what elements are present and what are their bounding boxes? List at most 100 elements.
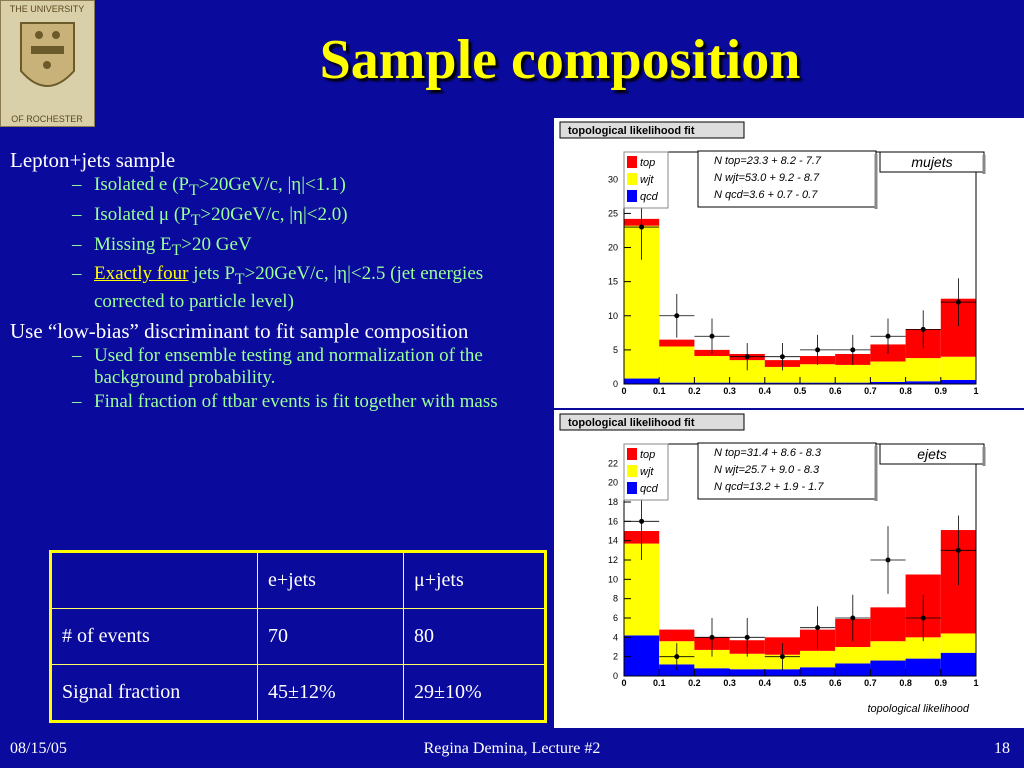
bar-qcd <box>905 381 941 384</box>
data-point <box>674 654 680 660</box>
y-tick-label: 18 <box>608 497 618 507</box>
x-tick-label: 0 <box>621 386 626 396</box>
bar-wjt <box>800 364 836 383</box>
data-point <box>815 347 821 353</box>
bar-qcd <box>729 382 765 384</box>
x-tick-label: 0.9 <box>935 678 948 688</box>
table-cell: 45±12% <box>257 664 404 722</box>
bar-qcd <box>905 658 941 676</box>
data-point <box>779 354 785 360</box>
y-tick-label: 2 <box>613 652 618 662</box>
bar-wjt <box>940 356 976 380</box>
sample-table: e+jets μ+jets # of events 70 80 Signal f… <box>49 550 547 723</box>
y-tick-label: 30 <box>608 174 618 184</box>
data-point <box>955 299 961 305</box>
plot-title-box <box>559 413 745 431</box>
sub-bullet-muon: – Isolated μ (PT>20GeV/c, |η|<2.0) <box>72 203 348 229</box>
bar-top <box>659 629 695 642</box>
bar-qcd <box>764 382 800 384</box>
x-tick-label: 0.2 <box>688 678 701 688</box>
table-row: Signal fraction 45±12% 29±10% <box>50 664 546 722</box>
y-tick-label: 20 <box>608 478 618 488</box>
y-tick-label: 0 <box>613 379 618 389</box>
bar-qcd <box>835 663 871 676</box>
legend-swatch-top <box>627 448 637 460</box>
bar-wjt <box>800 650 836 668</box>
data-point <box>709 333 715 339</box>
y-tick-label: 25 <box>608 208 618 218</box>
bar-qcd <box>940 379 976 384</box>
bullet-list: Lepton+jets sample – Isolated e (PT>20GeV… <box>10 148 530 415</box>
bar-wjt <box>835 364 871 383</box>
bar-wjt <box>940 633 976 653</box>
bar-wjt <box>694 356 730 383</box>
legend-swatch-wjt <box>627 465 637 477</box>
x-tick-label: 0.3 <box>723 386 736 396</box>
sub-bullet-missing-et: – Missing ET>20 GeV <box>72 233 252 259</box>
table-header-cell: μ+jets <box>403 551 546 609</box>
x-tick-label: 0.5 <box>794 678 807 688</box>
x-tick-label: 0.4 <box>759 678 772 688</box>
bar-qcd <box>800 667 836 676</box>
data-point <box>885 557 891 563</box>
bar-qcd <box>624 635 660 676</box>
y-tick-label: 8 <box>613 594 618 604</box>
x-tick-label: 0 <box>621 678 626 688</box>
bar-wjt <box>729 653 765 670</box>
bar-qcd <box>870 660 906 676</box>
bullet-low-bias: Use “low-bias” discriminant to fit sampl… <box>10 319 469 344</box>
x-tick-label: 1 <box>973 386 978 396</box>
bar-qcd <box>835 382 871 384</box>
plot-title: topological likelihood fit <box>568 125 695 137</box>
table-cell: Signal fraction <box>50 664 258 722</box>
bar-wjt <box>870 361 906 382</box>
fit-result: N wjt=53.0 + 9.2 - 8.7 <box>714 172 820 184</box>
bar-qcd <box>694 668 730 676</box>
x-tick-label: 0.1 <box>653 386 666 396</box>
plot-title: topological likelihood fit <box>568 417 695 429</box>
table-cell: # of events <box>50 608 258 665</box>
bar-wjt <box>905 637 941 659</box>
bar-top <box>659 339 695 347</box>
ejets-plot: topological likelihood fit02468101214161… <box>554 410 1024 728</box>
footer-center: Regina Demina, Lecture #2 <box>423 740 601 757</box>
footer-date: 08/15/05 <box>10 740 67 757</box>
bar-wjt <box>694 649 730 669</box>
data-point <box>674 313 680 319</box>
data-point <box>920 326 926 332</box>
x-tick-label: 0.7 <box>864 678 877 688</box>
exactly-four-link[interactable]: Exactly four <box>94 263 189 285</box>
table-row: # of events 70 80 <box>50 608 546 665</box>
y-tick-label: 10 <box>608 311 618 321</box>
y-tick-label: 15 <box>608 277 618 287</box>
x-axis-label: topological likelihood <box>867 703 969 715</box>
fit-result: N wjt=25.7 + 9.0 - 8.3 <box>714 464 820 476</box>
y-tick-label: 14 <box>608 536 618 546</box>
x-tick-label: 0.5 <box>794 386 807 396</box>
legend-label-qcd: qcd <box>640 483 659 495</box>
fit-result: N top=23.3 + 8.2 - 7.7 <box>714 155 822 167</box>
fit-result: N top=31.4 + 8.6 - 8.3 <box>714 447 822 459</box>
legend-label-wjt: wjt <box>640 174 654 186</box>
bar-wjt <box>729 360 765 383</box>
table-header-cell <box>50 551 258 609</box>
x-tick-label: 0.2 <box>688 386 701 396</box>
data-point <box>639 518 645 524</box>
data-point <box>639 224 645 230</box>
bar-wjt <box>870 641 906 661</box>
fit-result: N qcd=3.6 + 0.7 - 0.7 <box>714 189 818 201</box>
data-point <box>920 615 926 621</box>
bar-qcd <box>940 652 976 676</box>
legend-label-top: top <box>640 449 655 461</box>
channel-label: mujets <box>911 154 952 170</box>
table-cell: 29±10% <box>403 664 546 722</box>
data-point <box>955 547 961 553</box>
y-tick-label: 4 <box>613 632 618 642</box>
channel-label: ejets <box>917 446 947 462</box>
university-logo: THE UNIVERSITY OF ROCHESTER <box>0 0 95 127</box>
plot-title-box <box>559 121 745 139</box>
table-header-cell: e+jets <box>257 551 404 609</box>
legend-swatch-top <box>627 156 637 168</box>
bullet-lepton-jets: Lepton+jets sample <box>10 148 176 172</box>
x-tick-label: 0.6 <box>829 678 842 688</box>
